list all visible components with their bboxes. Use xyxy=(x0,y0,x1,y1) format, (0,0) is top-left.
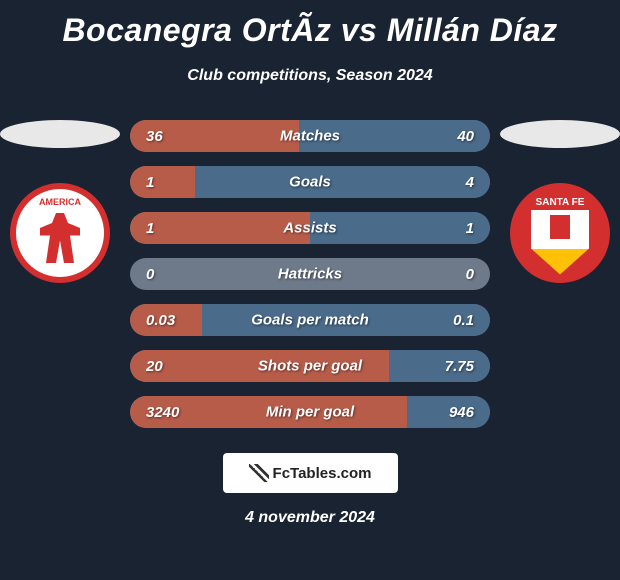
footer-date: 4 november 2024 xyxy=(0,509,620,527)
stat-right-value: 1 xyxy=(466,220,474,237)
stat-label: Min per goal xyxy=(266,404,354,421)
stat-left-value: 0 xyxy=(146,266,154,283)
stat-right-value: 40 xyxy=(457,128,474,145)
stat-row: 1 Assists 1 xyxy=(130,212,490,244)
stats-list: 36 Matches 40 1 Goals 4 1 Assists 1 0 Hattricks 0 0.… xyxy=(130,120,490,428)
stat-right-value: 0 xyxy=(466,266,474,283)
right-team-column xyxy=(500,120,620,283)
stat-fill-right xyxy=(310,212,490,244)
stat-label: Assists xyxy=(283,220,336,237)
right-player-placeholder xyxy=(500,120,620,148)
stat-row: 0 Hattricks 0 xyxy=(130,258,490,290)
stat-left-value: 1 xyxy=(146,174,154,191)
footer-brand-badge[interactable]: FcTables.com xyxy=(223,453,398,493)
stat-row: 3240 Min per goal 946 xyxy=(130,396,490,428)
stat-label: Goals xyxy=(289,174,331,191)
stat-label: Shots per goal xyxy=(258,358,362,375)
stat-right-value: 7.75 xyxy=(445,358,474,375)
stat-left-value: 36 xyxy=(146,128,163,145)
stat-label: Hattricks xyxy=(278,266,342,283)
left-team-column xyxy=(0,120,120,283)
stat-row: 20 Shots per goal 7.75 xyxy=(130,350,490,382)
stat-left-value: 20 xyxy=(146,358,163,375)
stat-row: 36 Matches 40 xyxy=(130,120,490,152)
right-team-crest xyxy=(510,183,610,283)
left-player-placeholder xyxy=(0,120,120,148)
stat-left-value: 0.03 xyxy=(146,312,175,329)
stat-label: Goals per match xyxy=(251,312,369,329)
comparison-panel: 36 Matches 40 1 Goals 4 1 Assists 1 0 Hattricks 0 0.… xyxy=(0,120,620,428)
brand-text: FcTables.com xyxy=(273,465,372,482)
stat-left-value: 3240 xyxy=(146,404,179,421)
stat-fill-right xyxy=(389,350,490,382)
stat-fill-right xyxy=(195,166,490,198)
america-crest-figure xyxy=(40,213,80,263)
stat-fill-left xyxy=(130,166,195,198)
page-title: Bocanegra OrtÃz vs Millán Díaz xyxy=(0,0,620,49)
stat-right-value: 946 xyxy=(449,404,474,421)
stat-row: 1 Goals 4 xyxy=(130,166,490,198)
brand-chart-icon xyxy=(249,464,269,482)
santafe-crest-shield xyxy=(531,210,589,275)
stat-right-value: 0.1 xyxy=(453,312,474,329)
page-subtitle: Club competitions, Season 2024 xyxy=(0,67,620,85)
stat-row: 0.03 Goals per match 0.1 xyxy=(130,304,490,336)
stat-right-value: 4 xyxy=(466,174,474,191)
left-team-crest xyxy=(10,183,110,283)
stat-left-value: 1 xyxy=(146,220,154,237)
stat-label: Matches xyxy=(280,128,340,145)
